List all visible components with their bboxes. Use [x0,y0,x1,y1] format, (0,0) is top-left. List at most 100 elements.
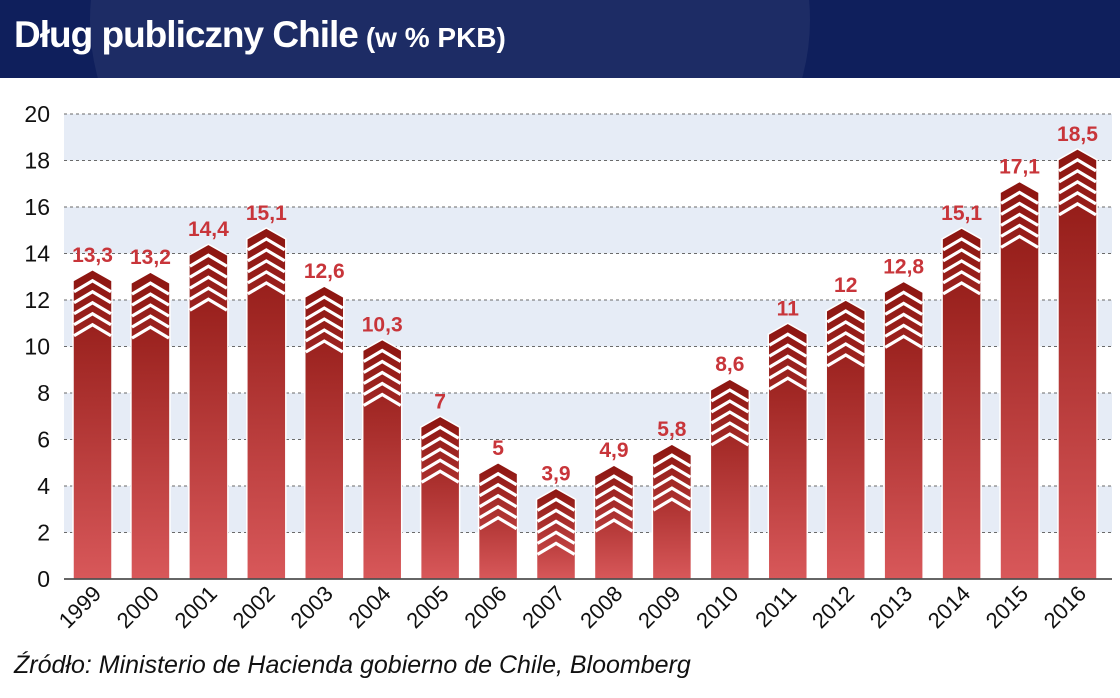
bar-body [304,286,344,579]
bar-chevron [942,281,981,296]
x-tick-label: 2002 [228,581,280,633]
data-label: 10,3 [362,314,403,337]
x-tick-label: 2011 [750,581,801,632]
bar-chevron [768,376,808,391]
bar-chevron [884,290,923,305]
background-bands [64,114,1112,533]
bar-chevron [826,342,866,357]
bar-chevron [536,519,576,534]
bar-chevron [189,297,228,312]
bar-chevron [1000,223,1039,238]
bar-chevron [189,264,228,279]
x-tick-label: 2014 [923,581,975,633]
chart-subtitle: (w % PKB) [365,22,506,53]
x-tick-label: 2010 [691,581,743,633]
chart-title: Dług publiczny Chile [14,14,359,55]
y-tick-label: 18 [24,148,50,174]
title-block: Dług publiczny Chile (w % PKB) [14,14,506,56]
bar-chevron [942,270,981,285]
data-label: 18,5 [1057,123,1098,146]
bar-chevron [1000,190,1039,205]
bar [883,280,924,580]
bar-chevron [247,248,286,263]
data-label: 12,6 [304,260,345,283]
bar-body [188,244,228,579]
bar-chevron [478,515,518,531]
bar [535,487,577,580]
background-band [64,207,1112,254]
x-tick-label: 2007 [517,581,569,633]
bar-body [73,269,112,579]
bar [709,378,751,580]
bar [130,271,171,580]
bar-chevron [536,497,576,512]
bar-body [594,465,634,579]
bar-chevron [594,496,634,511]
bar-body [652,444,692,579]
data-label: 5 [492,437,504,460]
bar [246,227,287,580]
data-label: 15,1 [246,202,287,225]
bar-chevron [884,334,923,349]
header-decoration [90,0,810,78]
bar-chevron [420,458,460,473]
y-axis-ticks: 0 2 4 6 8 10 12 14 16 18 20 [24,101,50,592]
bar-chevron [362,359,402,374]
data-label: 13,2 [130,246,171,269]
data-label: 15,1 [941,202,982,225]
y-tick-label: 6 [37,427,50,453]
background-band [64,393,1112,440]
bar-body [362,339,402,579]
source-note: Źródło: Ministerio de Hacienda gobierno … [14,651,691,679]
bar-chevron [942,248,981,263]
bar-chevron [420,436,460,451]
x-tick-label: 2008 [575,581,627,633]
bar-chevron [73,278,112,294]
bar-chevron [420,447,460,462]
x-tick-label: 2004 [343,581,395,633]
bar-chevron [768,343,808,358]
bar-chevron [1058,191,1097,206]
bar-chevron [362,370,402,385]
bar-chevron [247,237,286,252]
bar-body [246,227,286,580]
bar-chevron [362,381,402,396]
bar-chevron [652,497,692,512]
bar-chevron [73,322,112,338]
bar-chevron [131,281,170,296]
bar-chevron [362,392,402,407]
bar-chevron [710,432,750,447]
bar-chevron [1000,201,1039,216]
bar-chevron [884,323,923,338]
bar-chevron [189,286,228,301]
bar [941,227,982,580]
data-label: 3,9 [541,462,570,485]
bar-chevron [594,485,634,500]
bar-chevron [594,474,634,489]
x-tick-label: 2006 [459,581,511,633]
bar-chevron [478,504,518,520]
background-band [64,486,1112,533]
y-tick-label: 10 [24,334,50,360]
x-axis-ticks: 1999 2000 2001 2002 2003 2004 2005 2006 2007 2008… [54,581,1091,633]
bar-chevron [478,482,518,498]
x-tick-label: 2005 [401,581,453,633]
data-label: 4,9 [599,439,628,462]
bar-chevron [826,331,866,346]
bar [188,243,229,580]
bar-chevron [594,518,634,533]
bar-body [130,272,170,579]
bar-chevron [189,275,228,290]
y-tick-label: 2 [37,520,50,546]
bar-chevron [304,339,344,354]
gridlines [64,113,1112,533]
data-label: 12 [834,274,857,297]
bar-body [942,227,982,580]
bar [825,299,866,580]
data-label: 11 [777,297,800,320]
data-label: 13,3 [72,244,113,267]
x-tick-label: 2009 [633,581,685,633]
bar-body [1000,181,1040,580]
bar-chevron [420,469,460,484]
data-labels: 13,3 13,2 14,4 15,1 12,6 10,3 7 5 3,9 4,9 5,8 8,6 11… [72,123,1098,485]
